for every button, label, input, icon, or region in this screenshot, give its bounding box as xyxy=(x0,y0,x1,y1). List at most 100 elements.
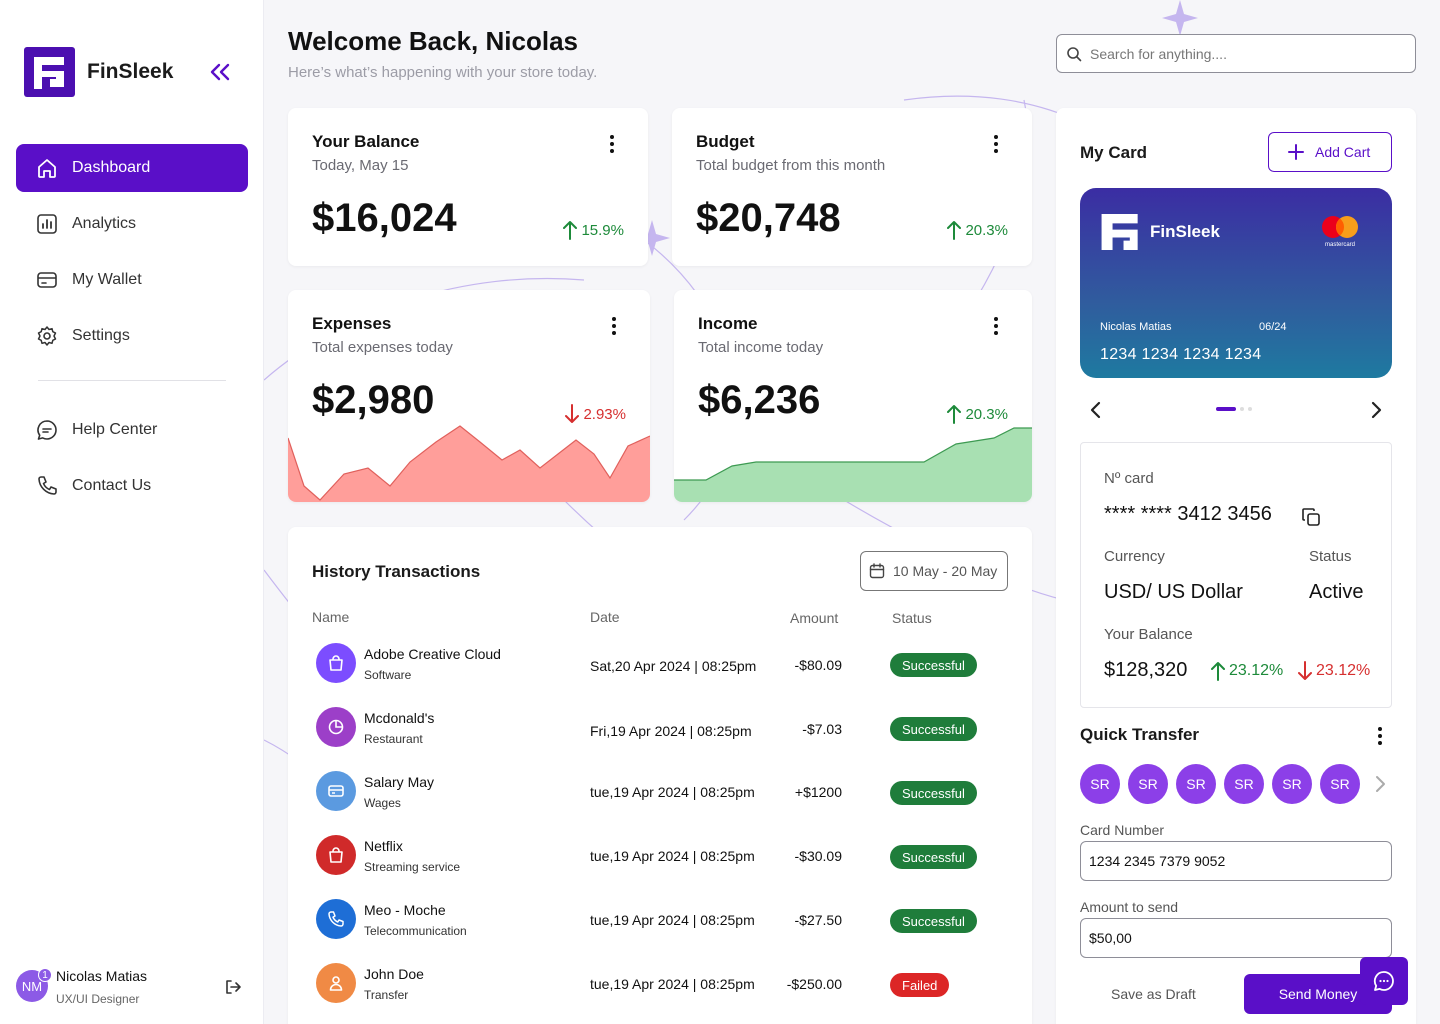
carousel-dot-active[interactable] xyxy=(1216,407,1236,411)
sidebar-item-settings[interactable]: Settings xyxy=(16,312,248,360)
page-subtitle: Here’s what’s happening with your store … xyxy=(288,64,598,81)
card-number-label: Nº card xyxy=(1104,470,1154,487)
transactions-card: History Transactions 10 May - 20 May Nam… xyxy=(288,527,1032,1024)
masked-card-number: **** **** 3412 3456 xyxy=(1104,503,1272,525)
more-options-icon[interactable] xyxy=(604,134,620,154)
arrow-down-icon xyxy=(1298,661,1312,680)
transaction-date: Fri,19 Apr 2024 | 08:25pm xyxy=(590,723,752,739)
more-options-icon[interactable] xyxy=(988,134,1004,154)
trend-value: 15.9% xyxy=(581,221,624,239)
sidebar-item-dashboard[interactable]: Dashboard xyxy=(16,144,248,192)
contact-avatar[interactable]: SR xyxy=(1320,764,1360,804)
finsleek-logo-icon xyxy=(24,47,75,97)
amount-field[interactable] xyxy=(1080,918,1392,958)
add-card-button[interactable]: Add Cart xyxy=(1268,132,1392,172)
status-badge: Successful xyxy=(890,909,977,933)
transaction-category: Software xyxy=(364,668,412,682)
status-value: Active xyxy=(1309,581,1364,603)
user-icon xyxy=(316,963,356,1003)
mastercard-label: mastercard xyxy=(1325,242,1355,248)
transaction-name: Salary May xyxy=(364,774,435,790)
carousel-dot[interactable] xyxy=(1248,407,1252,411)
sidebar-item-analytics[interactable]: Analytics xyxy=(16,200,248,248)
sidebar-item-my-wallet[interactable]: My Wallet xyxy=(16,256,248,304)
more-options-icon[interactable] xyxy=(1372,726,1388,746)
chat-bubble-icon xyxy=(1373,971,1394,991)
currency-label: Currency xyxy=(1104,548,1165,565)
copy-icon[interactable] xyxy=(1301,507,1321,527)
mastercard-icon: mastercard xyxy=(1322,216,1358,248)
sidebar-item-label: Analytics xyxy=(72,215,137,232)
section-title: History Transactions xyxy=(312,562,481,581)
logout-icon[interactable] xyxy=(224,978,242,996)
income-value: $6,236 xyxy=(698,378,821,422)
wallet-icon xyxy=(36,269,58,291)
status-badge: Successful xyxy=(890,781,977,805)
search-bar[interactable] xyxy=(1056,34,1416,73)
column-header-date: Date xyxy=(590,609,620,625)
table-row[interactable]: Netflix Streaming service tue,19 Apr 202… xyxy=(312,829,1012,879)
transaction-date: tue,19 Apr 2024 | 08:25pm xyxy=(590,976,755,992)
sidebar-item-help-center[interactable]: Help Center xyxy=(16,406,248,454)
transaction-name: Meo - Moche xyxy=(364,902,446,918)
credit-card[interactable]: FinSleek mastercard Nicolas Matias 06/24… xyxy=(1080,188,1392,378)
chat-support-button[interactable] xyxy=(1360,957,1408,1005)
my-card-panel: My Card Add Cart FinSleek mastercard Nic… xyxy=(1056,108,1416,1024)
chevron-left-icon[interactable] xyxy=(1088,400,1104,420)
transaction-amount: -$30.09 xyxy=(794,848,842,864)
save-draft-button[interactable]: Save as Draft xyxy=(1111,986,1196,1002)
card-subtitle: Today, May 15 xyxy=(312,157,409,174)
contact-avatar[interactable]: SR xyxy=(1080,764,1120,804)
table-row[interactable]: Mcdonald's Restaurant Fri,19 Apr 2024 | … xyxy=(312,701,1012,751)
sidebar-item-label: Contact Us xyxy=(72,477,152,494)
table-row[interactable]: John Doe Transfer tue,19 Apr 2024 | 08:2… xyxy=(312,957,1012,1007)
contact-avatar[interactable]: SR xyxy=(1224,764,1264,804)
contact-avatar[interactable]: SR xyxy=(1176,764,1216,804)
sidebar-item-contact-us[interactable]: Contact Us xyxy=(16,462,248,510)
carousel-dot[interactable] xyxy=(1240,407,1244,411)
transaction-name: Mcdonald's xyxy=(364,710,435,726)
chevron-right-icon[interactable] xyxy=(1368,400,1384,420)
transaction-name: John Doe xyxy=(364,966,424,982)
search-input[interactable] xyxy=(1090,45,1390,62)
card-title: Expenses xyxy=(312,314,392,333)
table-row[interactable]: Salary May Wages tue,19 Apr 2024 | 08:25… xyxy=(312,765,1012,815)
trend-indicator: 15.9% xyxy=(563,220,624,240)
contact-avatar[interactable]: SR xyxy=(1128,764,1168,804)
add-card-label: Add Cart xyxy=(1315,144,1371,160)
currency-value: USD/ US Dollar xyxy=(1104,581,1243,603)
trend-indicator: 2.93% xyxy=(565,404,626,424)
trend-value: 2.93% xyxy=(583,405,626,423)
balance-value: $128,320 xyxy=(1104,659,1188,681)
user-profile[interactable]: NM 1 Nicolas Matias UX/UI Designer xyxy=(16,968,248,1008)
app-logo[interactable]: FinSleek xyxy=(24,47,173,97)
trend-indicator: 23.12% xyxy=(1298,661,1370,681)
card-title: Your Balance xyxy=(312,132,420,151)
table-row[interactable]: Meo - Moche Telecommunication tue,19 Apr… xyxy=(312,893,1012,943)
user-name: Nicolas Matias xyxy=(56,968,148,984)
collapse-sidebar-icon[interactable] xyxy=(207,60,233,84)
more-options-icon[interactable] xyxy=(606,316,622,336)
card-subtitle: Total expenses today xyxy=(312,339,453,356)
card-subtitle: Total budget from this month xyxy=(696,157,886,174)
table-row[interactable]: Adobe Creative Cloud Software Sat,20 Apr… xyxy=(312,637,1012,687)
transaction-category: Streaming service xyxy=(364,860,461,874)
status-badge: Successful xyxy=(890,653,977,677)
card-number-field[interactable] xyxy=(1080,841,1392,881)
trend-indicator: 20.3% xyxy=(947,404,1008,424)
chevron-right-icon[interactable] xyxy=(1374,775,1386,793)
app-name: FinSleek xyxy=(87,60,174,83)
quick-transfer-contacts: SR SR SR SR SR SR xyxy=(1080,764,1368,804)
finsleek-logo-icon xyxy=(1101,213,1138,251)
income-sparkline xyxy=(674,427,1032,502)
more-options-icon[interactable] xyxy=(988,316,1004,336)
trend-indicator: 23.12% xyxy=(1211,661,1283,681)
contact-avatar[interactable]: SR xyxy=(1272,764,1312,804)
expenses-card: Expenses Total expenses today $2,980 2.9… xyxy=(288,290,650,502)
date-range-label: 10 May - 20 May xyxy=(893,563,998,579)
card-holder: Nicolas Matias xyxy=(1100,321,1172,333)
date-range-picker[interactable]: 10 May - 20 May xyxy=(860,551,1008,591)
transaction-amount: -$7.03 xyxy=(802,721,842,737)
arrow-up-icon xyxy=(1211,662,1225,681)
credit-card-icon xyxy=(316,771,356,811)
